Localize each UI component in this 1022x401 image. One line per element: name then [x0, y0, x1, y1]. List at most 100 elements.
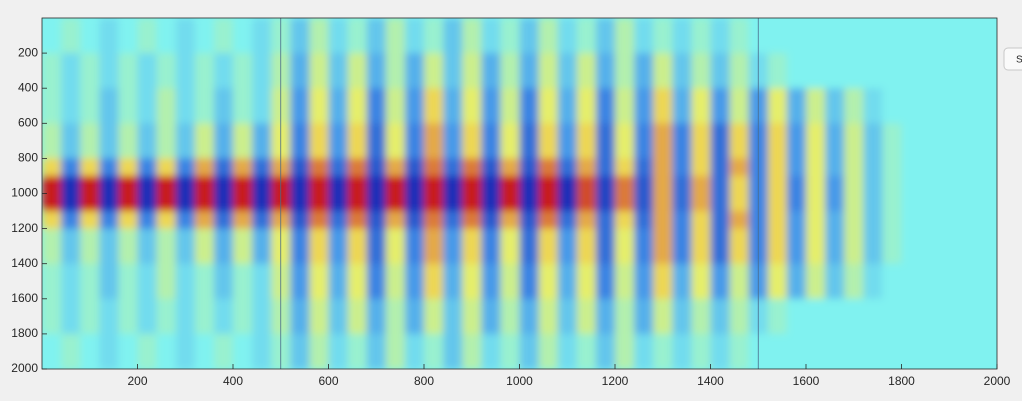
cell: [213, 228, 234, 247]
cell: [901, 298, 922, 317]
cell: [366, 351, 387, 369]
cell: [977, 35, 997, 54]
cell: [481, 105, 501, 124]
cell: [80, 281, 100, 300]
cell: [194, 351, 215, 369]
cell: [863, 333, 883, 353]
overlay: 200 400 600 800 1000 1200 1400 1600 1800 2000 200 4…: [11, 18, 1011, 388]
cell: [538, 193, 559, 212]
cell: [80, 246, 100, 265]
cell: [194, 316, 215, 335]
cell: [424, 228, 444, 247]
cell: [290, 53, 310, 72]
cell: [538, 228, 559, 247]
cell: [385, 228, 406, 247]
x-tick-label: 1600: [793, 374, 820, 388]
cell: [920, 281, 941, 300]
cell: [233, 316, 253, 335]
cell: [443, 105, 463, 124]
cell: [729, 18, 750, 37]
cell: [806, 193, 826, 212]
cell: [786, 18, 807, 37]
cell: [137, 35, 158, 54]
cell: [309, 140, 330, 159]
cell: [500, 228, 521, 247]
cell: [290, 70, 310, 89]
cell: [977, 263, 997, 282]
cell: [500, 35, 521, 54]
cell: [366, 88, 387, 107]
cell: [424, 333, 444, 353]
cell: [576, 35, 597, 54]
cell: [252, 193, 272, 212]
cell: [118, 351, 139, 369]
cell: [347, 333, 368, 353]
y-tick-label: 600: [18, 115, 38, 129]
cell: [156, 53, 177, 72]
cell: [309, 316, 330, 335]
cell: [863, 211, 883, 230]
cell: [385, 193, 406, 212]
cell: [672, 333, 692, 353]
cell: [42, 333, 62, 353]
cell: [156, 123, 177, 142]
cell: [481, 281, 501, 300]
cell: [901, 263, 922, 282]
cell: [595, 105, 616, 124]
cell: [290, 351, 310, 369]
cell: [920, 175, 941, 195]
cell: [595, 298, 616, 317]
cell: [729, 158, 750, 177]
cell: [806, 263, 826, 282]
cell: [672, 123, 692, 142]
cell: [939, 316, 960, 335]
button-label[interactable]: S: [1016, 55, 1022, 66]
cell: [882, 298, 903, 317]
cell: [309, 246, 330, 265]
cell: [462, 88, 482, 107]
cell: [290, 175, 310, 195]
cell: [576, 70, 597, 89]
cell: [939, 246, 960, 265]
cell: [557, 175, 578, 195]
cell: [156, 298, 177, 317]
cell: [958, 298, 979, 317]
cell: [538, 18, 559, 37]
cell: [233, 263, 253, 282]
cell: [538, 333, 559, 353]
cell: [825, 281, 845, 300]
cell: [557, 333, 578, 353]
cell: [729, 228, 750, 247]
cell: [290, 263, 310, 282]
cell: [729, 246, 750, 265]
cell: [118, 228, 139, 247]
cell: [61, 175, 81, 195]
cell: [882, 333, 903, 353]
cell: [347, 35, 368, 54]
cell: [366, 316, 387, 335]
cell: [615, 298, 635, 317]
cell: [99, 333, 119, 353]
cell: [653, 263, 673, 282]
cell: [443, 211, 463, 230]
cell: [462, 263, 482, 282]
cell: [404, 281, 425, 300]
cell: [61, 88, 81, 107]
cell: [786, 246, 807, 265]
cell: [672, 298, 692, 317]
cell: [500, 263, 521, 282]
cell: [615, 70, 635, 89]
cell: [920, 88, 941, 107]
cell: [385, 88, 406, 107]
cell: [481, 123, 501, 142]
cell: [615, 351, 635, 369]
cell: [213, 281, 234, 300]
cell: [213, 18, 234, 37]
cell: [213, 193, 234, 212]
cell: [500, 193, 521, 212]
button[interactable]: [1003, 47, 1022, 71]
cell: [500, 18, 521, 37]
cell: [882, 70, 903, 89]
cell: [672, 263, 692, 282]
